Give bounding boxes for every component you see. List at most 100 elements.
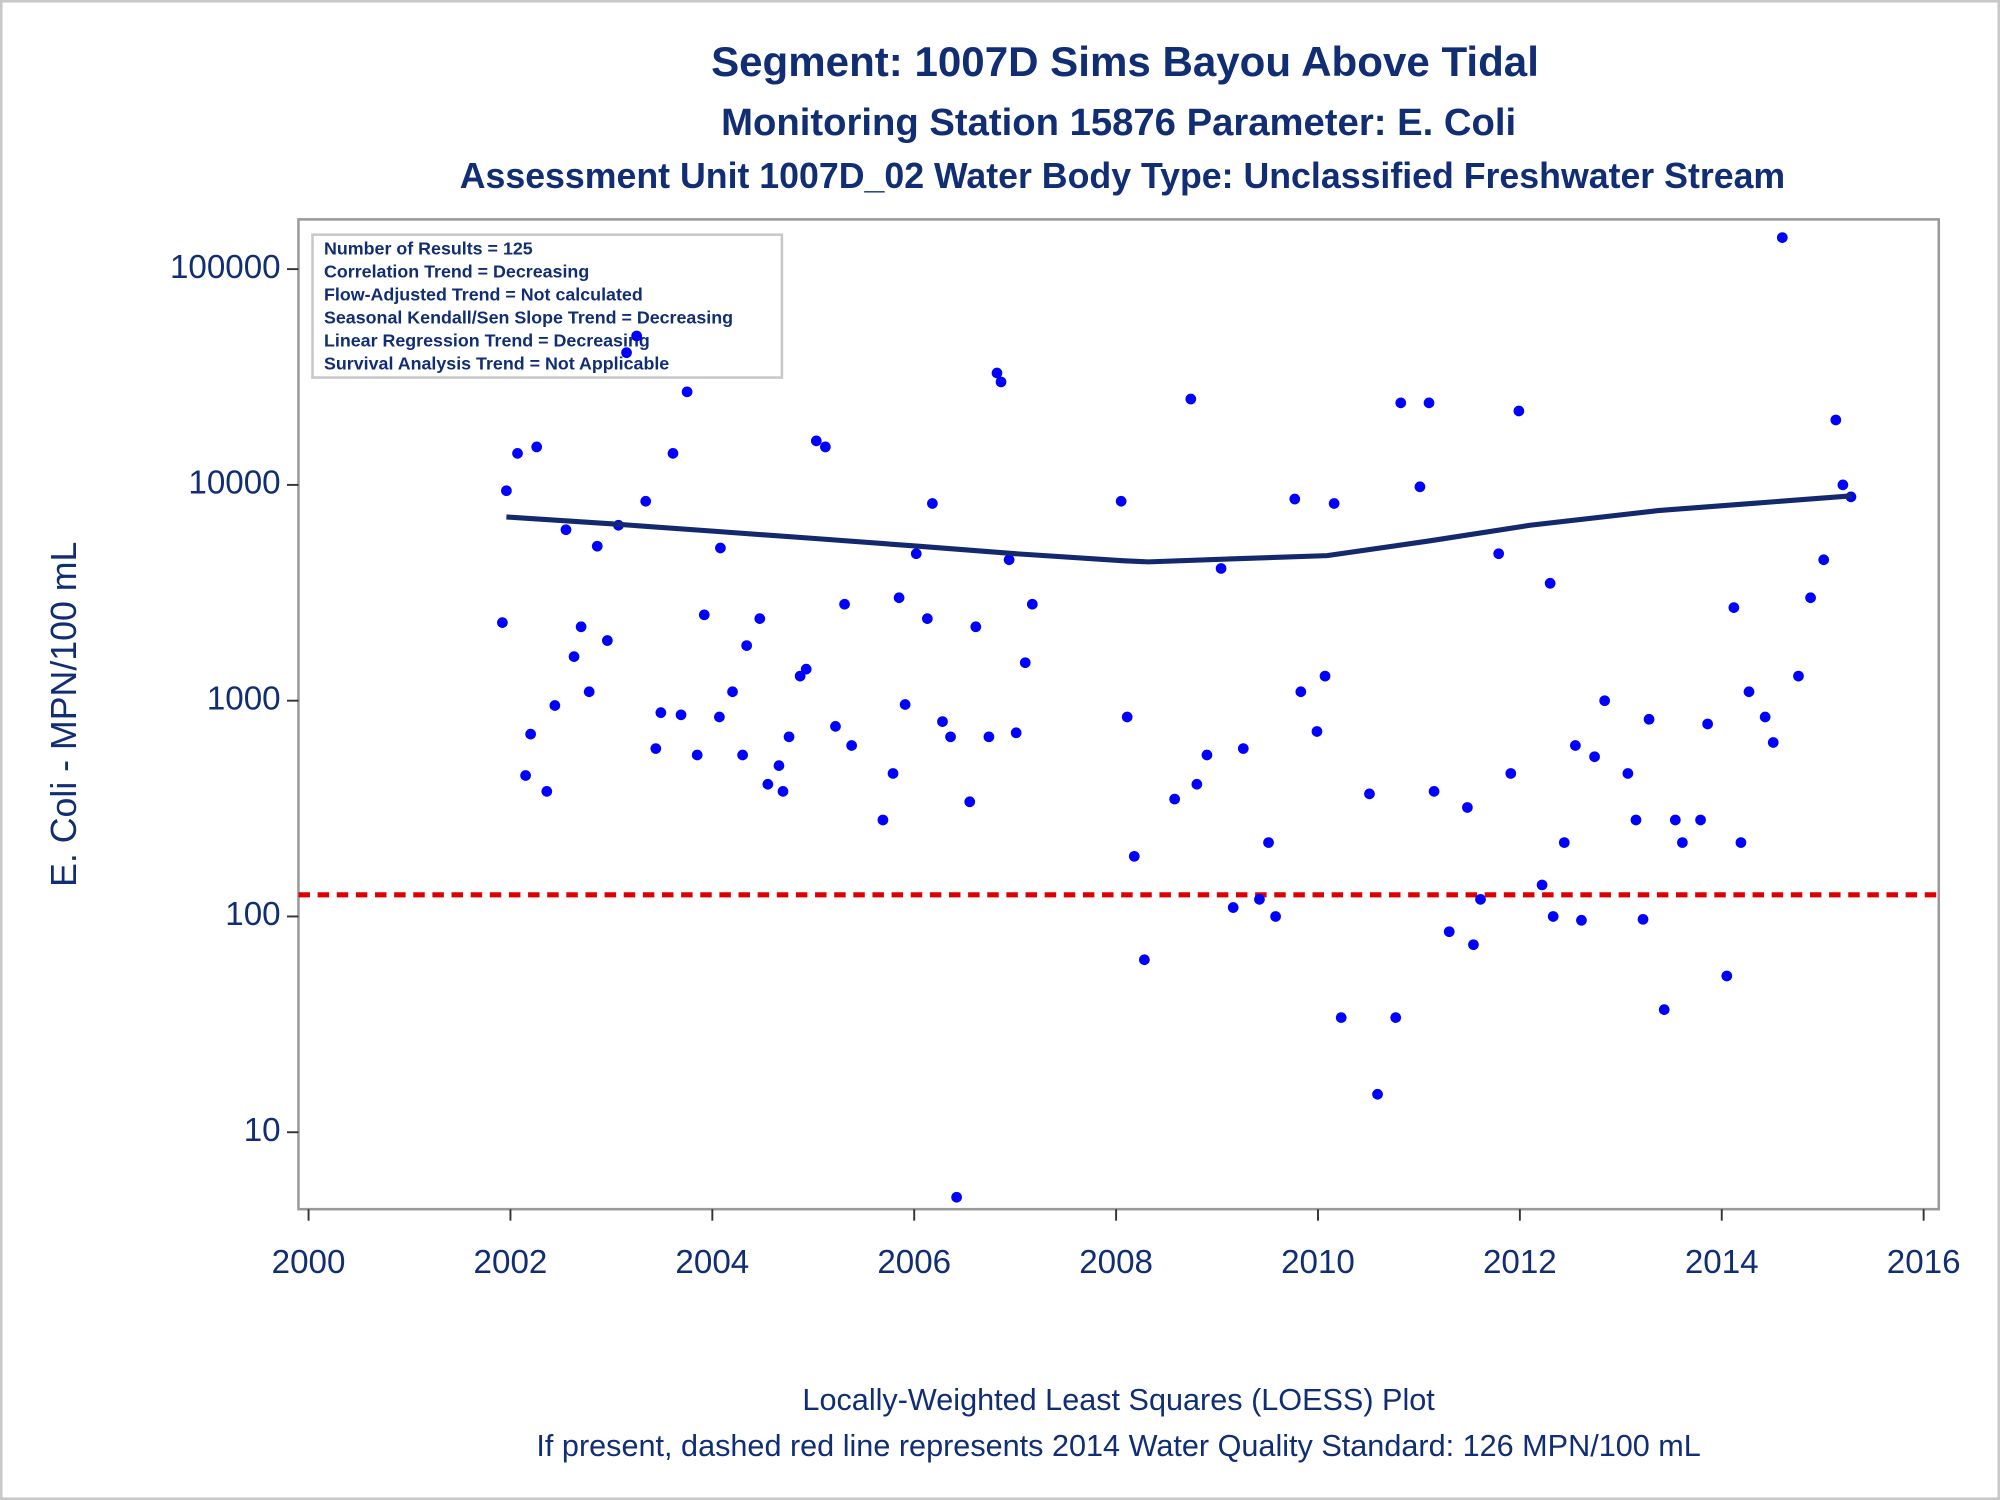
data-point <box>991 367 1003 379</box>
data-point <box>1019 657 1031 669</box>
data-point <box>655 707 667 719</box>
data-point <box>1513 405 1525 417</box>
x-tick-label: 2002 <box>474 1244 548 1281</box>
data-point <box>1462 802 1473 813</box>
data-point <box>1677 837 1688 848</box>
data-point <box>640 495 652 507</box>
chart-title: Segment: 1007D Sims Bayou Above Tidal <box>711 38 1539 85</box>
data-point <box>1669 814 1681 826</box>
data-point <box>520 770 531 781</box>
data-point <box>631 330 642 342</box>
data-point <box>675 709 687 721</box>
data-point <box>583 686 595 698</box>
data-point <box>549 700 561 711</box>
data-point <box>937 716 948 727</box>
data-point <box>560 524 572 536</box>
data-point <box>877 814 889 826</box>
data-point <box>1026 598 1038 610</box>
data-point <box>1390 1012 1402 1023</box>
footnote: Locally-Weighted Least Squares (LOESS) P… <box>802 1383 1435 1417</box>
data-point <box>1128 850 1140 862</box>
data-point <box>1643 713 1655 725</box>
data-point <box>887 768 899 779</box>
x-tick-label: 2016 <box>1887 1244 1961 1281</box>
data-point <box>541 785 553 797</box>
loess-line <box>506 493 1853 565</box>
stats-line: Seasonal Kendall/Sen Slope Trend = Decre… <box>324 308 733 328</box>
data-point <box>1475 894 1486 905</box>
data-point <box>1599 695 1611 707</box>
data-point <box>1576 914 1587 926</box>
data-point <box>1423 397 1435 409</box>
data-point <box>995 376 1007 388</box>
data-point <box>714 711 725 723</box>
stats-line: Flow-Adjusted Trend = Not calculated <box>324 285 643 305</box>
x-tick-label: 2006 <box>877 1244 951 1281</box>
data-point <box>1637 913 1649 925</box>
data-point <box>754 613 766 624</box>
data-point <box>1695 814 1706 826</box>
data-point <box>1010 727 1022 739</box>
data-point <box>1227 902 1239 913</box>
x-tick-label: 2012 <box>1483 1244 1557 1281</box>
plot-area <box>297 218 1941 1211</box>
data-point <box>1558 837 1570 848</box>
data-point <box>1335 1012 1347 1023</box>
data-point <box>1622 768 1634 779</box>
data-point <box>591 540 603 552</box>
data-point <box>1395 397 1407 409</box>
data-point <box>1630 814 1642 826</box>
data-point <box>1263 837 1274 848</box>
data-point <box>568 651 580 662</box>
data-point <box>1728 602 1740 613</box>
y-tick-label: 100000 <box>170 249 281 286</box>
data-point <box>970 621 982 633</box>
data-point <box>964 796 976 808</box>
data-point <box>1702 718 1713 730</box>
data-point <box>1328 498 1340 509</box>
data-point <box>921 613 933 624</box>
data-point <box>1837 479 1849 491</box>
data-point <box>1372 1088 1383 1100</box>
data-point <box>1735 837 1747 848</box>
data-point <box>1414 481 1426 493</box>
x-tick-label: 2014 <box>1685 1244 1759 1281</box>
data-point <box>1589 751 1600 763</box>
data-point <box>1743 686 1755 698</box>
data-point <box>810 435 822 447</box>
data-point <box>794 670 806 682</box>
data-point <box>737 749 748 761</box>
data-point <box>1215 563 1227 574</box>
data-point <box>698 609 710 621</box>
data-point <box>1169 793 1181 805</box>
data-point <box>777 785 789 797</box>
data-point <box>1536 879 1548 891</box>
chart-subtitle: Monitoring Station 15876 Parameter: E. C… <box>721 101 1516 144</box>
data-point <box>715 542 726 554</box>
data-point <box>1759 711 1771 723</box>
data-point <box>1830 414 1842 426</box>
data-point <box>846 740 857 751</box>
data-point <box>691 749 703 761</box>
data-point <box>1201 749 1213 761</box>
data-point <box>1721 970 1733 982</box>
x-tick-label: 2010 <box>1281 1244 1355 1281</box>
data-point <box>893 592 905 604</box>
data-point <box>773 760 785 771</box>
data-point <box>497 617 508 628</box>
data-point <box>531 441 543 453</box>
data-point <box>1468 939 1479 951</box>
data-point <box>983 731 995 743</box>
stats-box <box>311 233 784 379</box>
y-axis-label: E. Coli - MPN/100 mL <box>44 542 84 887</box>
stats-line: Linear Regression Trend = Decreasing <box>324 331 650 351</box>
data-point <box>1818 554 1830 566</box>
data-point <box>1121 711 1133 723</box>
data-point <box>1289 493 1301 505</box>
data-point <box>1319 670 1331 682</box>
chart-subtitle: Assessment Unit 1007D_02 Water Body Type… <box>460 156 1785 196</box>
stats-line: Correlation Trend = Decreasing <box>324 262 589 282</box>
data-point <box>1185 393 1197 405</box>
data-point <box>783 731 795 743</box>
